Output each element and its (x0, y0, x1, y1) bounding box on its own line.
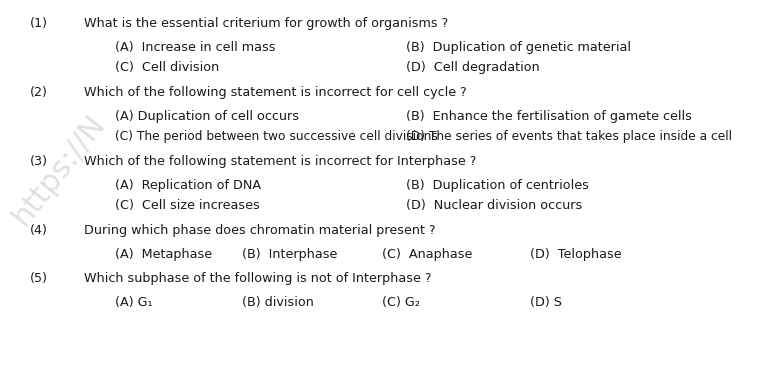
Text: (D)  Nuclear division occurs: (D) Nuclear division occurs (406, 199, 582, 212)
Text: (A) G₁: (A) G₁ (115, 296, 153, 309)
Text: Which subphase of the following is not of Interphase ?: Which subphase of the following is not o… (84, 272, 432, 285)
Text: (A)  Metaphase: (A) Metaphase (115, 248, 213, 261)
Text: (2): (2) (30, 86, 48, 99)
Text: (A) Duplication of cell occurs: (A) Duplication of cell occurs (115, 110, 300, 123)
Text: Which of the following statement is incorrect for cell cycle ?: Which of the following statement is inco… (84, 86, 467, 99)
Text: (C)  Cell division: (C) Cell division (115, 61, 220, 74)
Text: (3): (3) (30, 155, 48, 168)
Text: (A)  Replication of DNA: (A) Replication of DNA (115, 179, 261, 192)
Text: During which phase does chromatin material present ?: During which phase does chromatin materi… (84, 224, 436, 237)
Text: (C)  Anaphase: (C) Anaphase (382, 248, 473, 261)
Text: (A)  Increase in cell mass: (A) Increase in cell mass (115, 41, 276, 54)
Text: (5): (5) (30, 272, 48, 285)
Text: (4): (4) (30, 224, 48, 237)
Text: (B)  Enhance the fertilisation of gamete cells: (B) Enhance the fertilisation of gamete … (406, 110, 692, 123)
Text: (B)  Duplication of genetic material: (B) Duplication of genetic material (406, 41, 630, 54)
Text: (D)  Cell degradation: (D) Cell degradation (406, 61, 539, 74)
Text: (D)  Telophase: (D) Telophase (530, 248, 622, 261)
Text: https://N: https://N (6, 109, 111, 231)
Text: (B)  Interphase: (B) Interphase (242, 248, 337, 261)
Text: (C) The period between two successive cell divisions: (C) The period between two successive ce… (115, 130, 438, 143)
Text: (B) division: (B) division (242, 296, 314, 309)
Text: (D) The series of events that takes place inside a cell: (D) The series of events that takes plac… (406, 130, 732, 143)
Text: Which of the following statement is incorrect for Interphase ?: Which of the following statement is inco… (84, 155, 477, 168)
Text: (C) G₂: (C) G₂ (382, 296, 420, 309)
Text: (1): (1) (30, 17, 48, 30)
Text: What is the essential criterium for growth of organisms ?: What is the essential criterium for grow… (84, 17, 448, 30)
Text: (B)  Duplication of centrioles: (B) Duplication of centrioles (406, 179, 588, 192)
Text: (C)  Cell size increases: (C) Cell size increases (115, 199, 261, 212)
Text: (D) S: (D) S (530, 296, 562, 309)
